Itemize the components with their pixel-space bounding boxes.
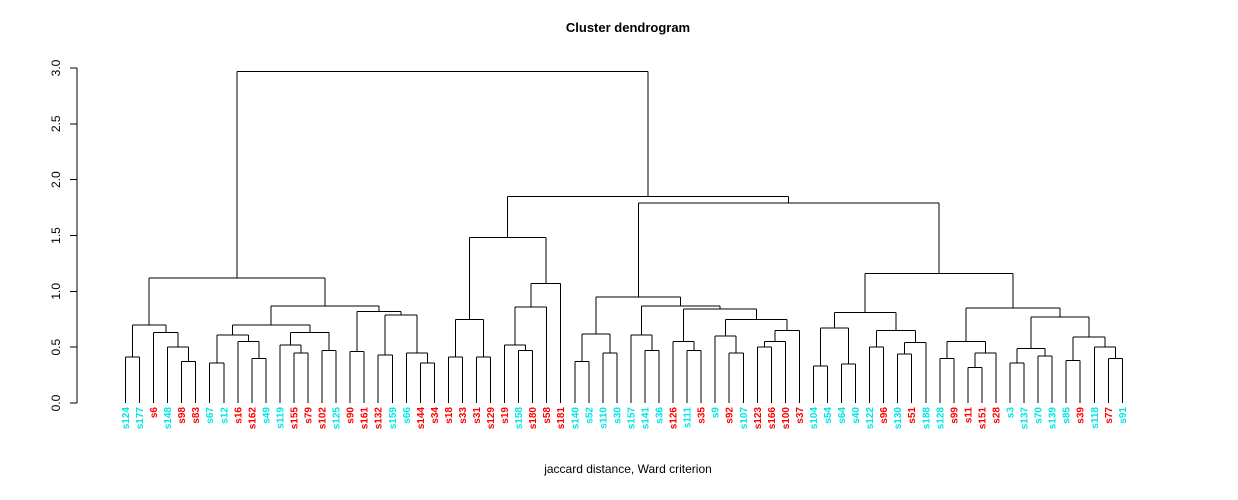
leaf-label: s28: [991, 407, 1002, 424]
leaf-label: s139: [1048, 407, 1059, 430]
leaf-label: s129: [486, 407, 497, 430]
y-tick-label: 2.5: [49, 115, 63, 132]
leaf-label: s123: [753, 407, 764, 430]
leaf-label: s144: [416, 407, 427, 430]
leaf-label: s125: [332, 407, 343, 430]
leaf-label: s16: [233, 407, 244, 424]
leaf-label: s104: [809, 407, 820, 430]
leaf-label: s155: [289, 407, 300, 430]
leaf-label: s92: [725, 407, 736, 424]
leaf-label: s31: [472, 407, 483, 424]
leaf-label: s130: [893, 407, 904, 430]
leaf-label: s141: [640, 407, 651, 430]
leaf-label: s126: [669, 407, 680, 430]
leaf-label: s64: [837, 407, 848, 424]
leaf-label: s51: [907, 407, 918, 424]
leaf-label: s177: [135, 407, 146, 430]
leaf-label: s100: [781, 407, 792, 430]
leaf-label: s128: [935, 407, 946, 430]
leaf-label: s132: [374, 407, 385, 430]
leaf-label: s11: [963, 407, 974, 424]
leaf-label: s67: [205, 407, 216, 424]
leaf-label: s18: [444, 407, 455, 424]
leaf-label: s166: [767, 407, 778, 430]
leaf-labels: s124 s177 s6 s148 s98 s83 s67 s12 s16 s162 s49 s119…: [121, 407, 1129, 430]
leaf-label: s37: [795, 407, 806, 424]
leaf-label: s35: [697, 407, 708, 424]
leaf-label: s70: [1034, 407, 1045, 424]
leaf-label: s12: [219, 407, 230, 424]
leaf-label: s30: [612, 407, 623, 424]
chart-title: Cluster dendrogram: [566, 20, 690, 35]
leaf-label: s151: [977, 407, 988, 430]
leaf-label: s188: [921, 407, 932, 430]
leaf-label: s99: [949, 407, 960, 424]
leaf-label: s102: [318, 407, 329, 430]
y-tick-label: 0.5: [49, 339, 63, 356]
y-tick-label: 2.0: [49, 171, 63, 188]
leaf-label: s148: [163, 407, 174, 430]
leaf-label: s122: [865, 407, 876, 430]
y-tick-label: 3.0: [49, 59, 63, 76]
leaf-label: s83: [191, 407, 202, 424]
leaf-label: s161: [360, 407, 371, 430]
leaf-label: s34: [430, 407, 441, 424]
leaf-label: s140: [570, 407, 581, 430]
leaf-label: s137: [1020, 407, 1031, 430]
leaf-label: s180: [528, 407, 539, 430]
leaf-label: s96: [879, 407, 890, 424]
leaf-label: s36: [655, 407, 666, 424]
leaf-label: s85: [1062, 407, 1073, 424]
y-tick-label: 0.0: [49, 394, 63, 411]
leaf-label: s107: [739, 407, 750, 430]
y-tick-label: 1.5: [49, 227, 63, 244]
leaf-label: s9: [711, 407, 722, 419]
leaf-label: s3: [1006, 407, 1017, 419]
leaf-label: s77: [1104, 407, 1115, 424]
leaf-label: s52: [584, 407, 595, 424]
leaf-label: s49: [261, 407, 272, 424]
leaf-label: s159: [388, 407, 399, 430]
leaf-label: s6: [149, 407, 160, 419]
leaf-label: s66: [402, 407, 413, 424]
y-tick-label: 1.0: [49, 283, 63, 300]
leaf-label: s54: [823, 407, 834, 424]
leaf-label: s58: [542, 407, 553, 424]
leaf-label: s158: [514, 407, 525, 430]
leaf-label: s119: [275, 407, 286, 429]
leaf-label: s111: [683, 407, 694, 429]
leaf-label: s157: [626, 407, 637, 430]
leaf-label: s124: [121, 407, 132, 430]
leaf-label: s19: [500, 407, 511, 424]
x-axis-caption: jaccard distance, Ward criterion: [543, 462, 712, 476]
leaf-label: s118: [1090, 407, 1101, 429]
leaf-label: s110: [598, 407, 609, 429]
leaf-label: s39: [1076, 407, 1087, 424]
leaf-label: s90: [346, 407, 357, 424]
leaf-label: s91: [1118, 407, 1129, 424]
y-axis: 0.0 0.5 1.0 1.5 2.0 2.5 3.0: [49, 59, 78, 411]
leaf-label: s181: [556, 407, 567, 430]
leaf-label: s79: [304, 407, 315, 424]
leaf-label: s162: [247, 407, 258, 430]
leaf-label: s40: [851, 407, 862, 424]
leaf-label: s98: [177, 407, 188, 424]
dendrogram-tree: [125, 70, 1123, 403]
leaf-label: s33: [458, 407, 469, 424]
